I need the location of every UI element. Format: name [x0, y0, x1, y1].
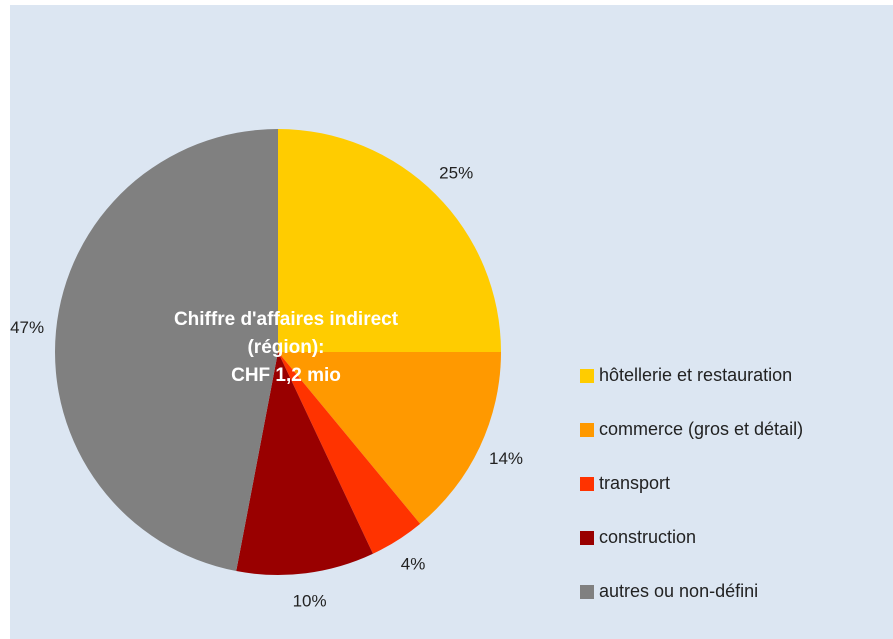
value-label: 25%	[439, 163, 473, 182]
legend-label: transport	[599, 473, 670, 493]
chart-title: (région):	[247, 337, 324, 358]
chart-title: CHF 1,2 mio	[231, 365, 341, 386]
pie-slice	[278, 129, 501, 352]
chart-title: Chiffre d'affaires indirect	[174, 309, 399, 330]
value-label: 4%	[401, 554, 426, 573]
legend-label: construction	[599, 527, 696, 547]
pie-slice	[236, 352, 373, 575]
legend-label: commerce (gros et détail)	[599, 419, 803, 439]
legend-label: autres ou non-défini	[599, 581, 758, 601]
legend-swatch	[580, 423, 594, 437]
pie-slice	[278, 352, 421, 554]
legend-swatch	[580, 369, 594, 383]
legend-swatch	[580, 477, 594, 491]
legend-label: hôtellerie et restauration	[599, 365, 792, 385]
pie-slice	[54, 129, 279, 572]
legend-swatch	[580, 531, 594, 545]
value-label: 10%	[293, 591, 327, 610]
pie-slice	[278, 352, 501, 524]
value-label: 47%	[10, 318, 44, 337]
legend-swatch	[580, 585, 594, 599]
value-label: 14%	[489, 449, 523, 468]
